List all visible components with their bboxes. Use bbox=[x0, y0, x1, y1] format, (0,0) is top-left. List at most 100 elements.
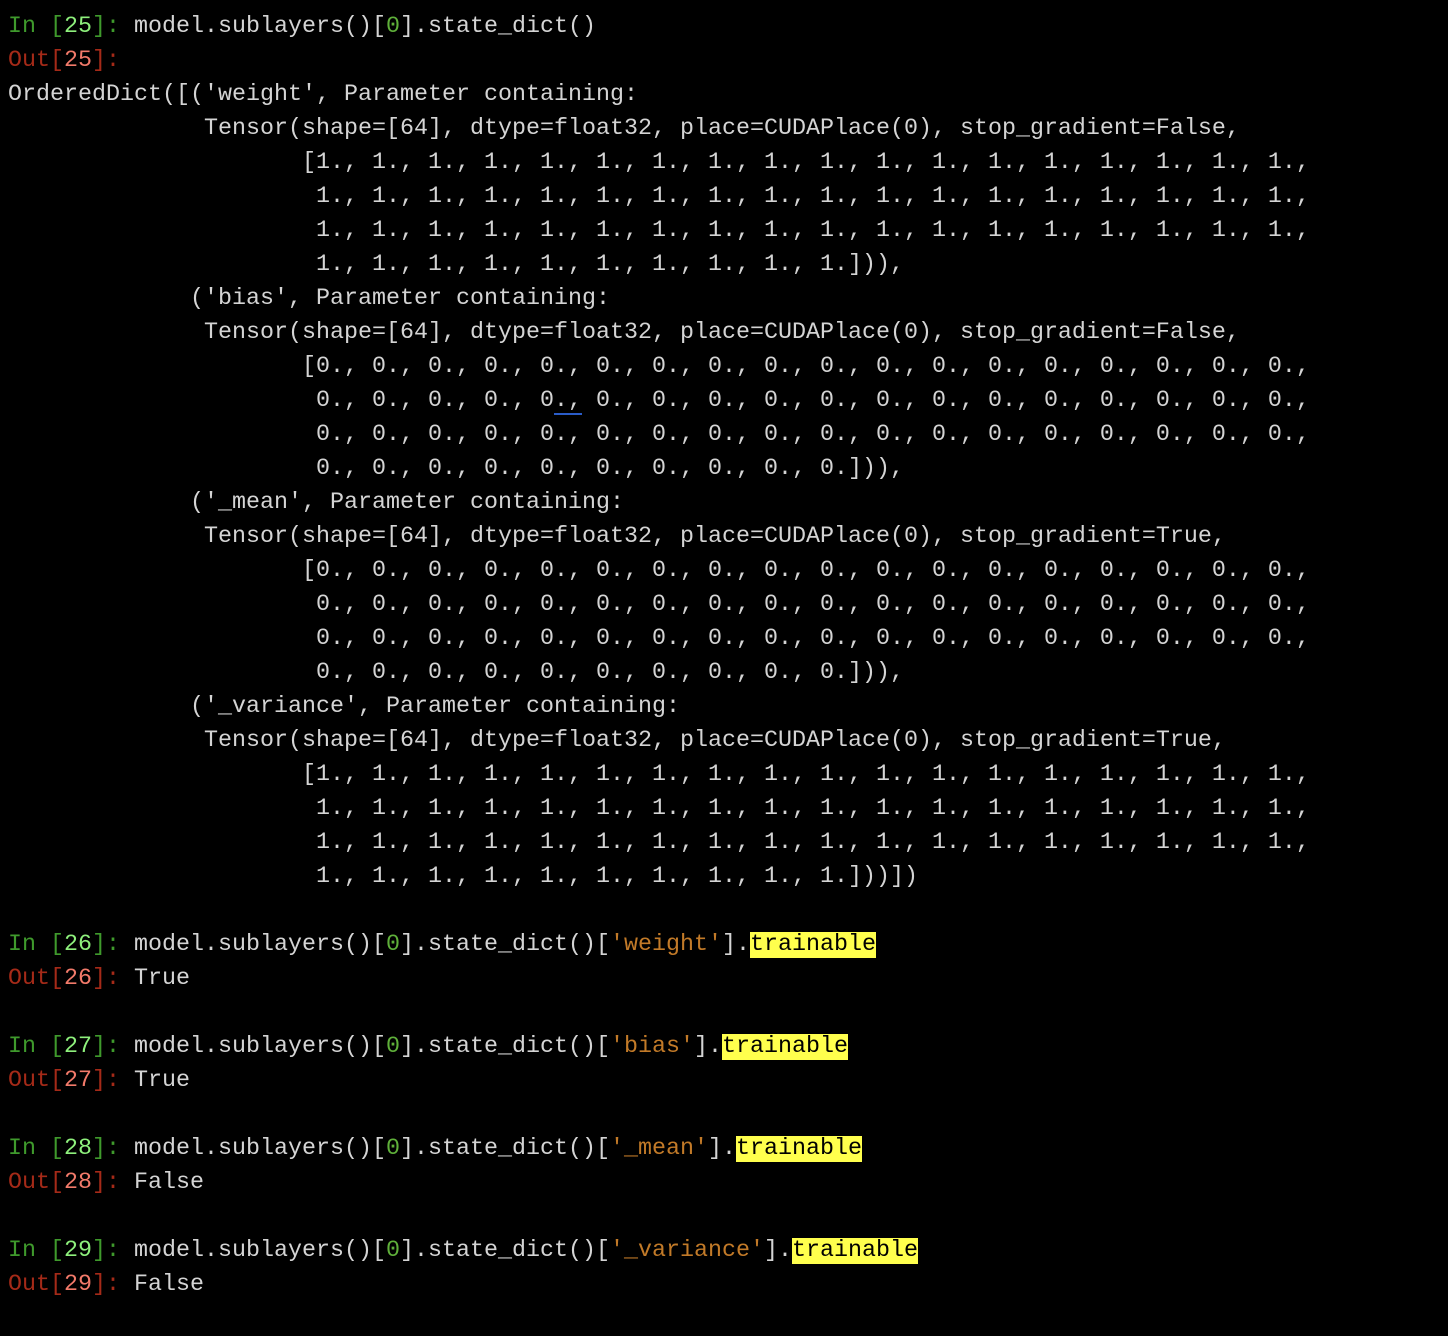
out-prompt: ]: bbox=[92, 48, 134, 74]
blank-line bbox=[8, 1302, 1310, 1336]
output-text-line: ('_mean', Parameter containing: bbox=[8, 490, 624, 516]
code-token-number: 0 bbox=[386, 932, 400, 958]
code-token-plain: ]. bbox=[694, 1034, 722, 1060]
in-prompt-number: 25 bbox=[64, 14, 92, 40]
code-token-plain: ].state_dict()[ bbox=[400, 932, 610, 958]
output-text-line: ('bias', Parameter containing: bbox=[8, 286, 610, 312]
in-prompt-number: 29 bbox=[64, 1238, 92, 1264]
code-token-string: 'bias' bbox=[610, 1034, 694, 1060]
output-text-line: 1., 1., 1., 1., 1., 1., 1., 1., 1., 1.])… bbox=[8, 252, 904, 278]
code-token-number: 0 bbox=[386, 14, 400, 40]
code-token-number: 0 bbox=[386, 1136, 400, 1162]
output-text-line: 1., 1., 1., 1., 1., 1., 1., 1., 1., 1.])… bbox=[8, 864, 918, 890]
out-prompt-number: 27 bbox=[64, 1068, 92, 1094]
out-prompt-number: 29 bbox=[64, 1272, 92, 1298]
in-prompt-number: 28 bbox=[64, 1136, 92, 1162]
code-token-plain: model.sublayers()[ bbox=[134, 1136, 386, 1162]
code-token-plain: ].state_dict() bbox=[400, 14, 596, 40]
out-prompt: Out[ bbox=[8, 1170, 64, 1196]
output-value: True bbox=[134, 1068, 190, 1094]
in-prompt-number: 26 bbox=[64, 932, 92, 958]
output-line: Out[26]: True bbox=[8, 962, 1310, 996]
code-token-plain: ].state_dict()[ bbox=[400, 1238, 610, 1264]
code-token-plain: model.sublayers()[ bbox=[134, 1034, 386, 1060]
input-line: In [26]: model.sublayers()[0].state_dict… bbox=[8, 928, 1310, 962]
output-text-line: [1., 1., 1., 1., 1., 1., 1., 1., 1., 1.,… bbox=[8, 150, 1310, 176]
code-token-plain: ]. bbox=[708, 1136, 736, 1162]
output-text-line: OrderedDict([('weight', Parameter contai… bbox=[8, 82, 638, 108]
out-prompt: ]: bbox=[92, 1272, 134, 1298]
output-text-line: Tensor(shape=[64], dtype=float32, place=… bbox=[8, 116, 1240, 142]
output-text-line: 0., 0., 0., 0., 0., 0., 0., 0., 0., 0.])… bbox=[8, 660, 904, 686]
in-prompt: ]: bbox=[92, 1034, 134, 1060]
code-token-plain: ]. bbox=[764, 1238, 792, 1264]
code-token-plain: ].state_dict()[ bbox=[400, 1136, 610, 1162]
in-prompt: In [ bbox=[8, 1238, 64, 1264]
input-line: In [29]: model.sublayers()[0].state_dict… bbox=[8, 1234, 1310, 1268]
output-line: Out[28]: False bbox=[8, 1166, 1310, 1200]
output-value: False bbox=[134, 1170, 204, 1196]
in-prompt: ]: bbox=[92, 932, 134, 958]
code-token-string: 'weight' bbox=[610, 932, 722, 958]
out-prompt-number: 28 bbox=[64, 1170, 92, 1196]
code-token-string: '_mean' bbox=[610, 1136, 708, 1162]
output-text-line: 1., 1., 1., 1., 1., 1., 1., 1., 1., 1., … bbox=[8, 830, 1310, 856]
in-prompt: In [ bbox=[8, 932, 64, 958]
selection-underline bbox=[554, 413, 582, 415]
out-prompt-number: 26 bbox=[64, 966, 92, 992]
output-text-line: 1., 1., 1., 1., 1., 1., 1., 1., 1., 1., … bbox=[8, 796, 1310, 822]
output-line: Out[27]: True bbox=[8, 1064, 1310, 1098]
output-text-line: 0., 0., 0., 0., 0., 0., 0., 0., 0., 0., … bbox=[8, 626, 1310, 652]
out-prompt: ]: bbox=[92, 1068, 134, 1094]
out-prompt: Out[ bbox=[8, 966, 64, 992]
input-line: In [27]: model.sublayers()[0].state_dict… bbox=[8, 1030, 1310, 1064]
code-token-plain: model.sublayers()[ bbox=[134, 1238, 386, 1264]
code-token-plain: ].state_dict()[ bbox=[400, 1034, 610, 1060]
code-token-plain: model.sublayers()[ bbox=[134, 14, 386, 40]
in-prompt: In [ bbox=[8, 1034, 64, 1060]
out-prompt: Out[ bbox=[8, 1068, 64, 1094]
out-prompt: ]: bbox=[92, 966, 134, 992]
out-prompt-number: 25 bbox=[64, 48, 92, 74]
code-token-number: 0 bbox=[386, 1034, 400, 1060]
output-text-line: Tensor(shape=[64], dtype=float32, place=… bbox=[8, 728, 1226, 754]
code-token-string: '_variance' bbox=[610, 1238, 764, 1264]
blank-line bbox=[8, 894, 1310, 928]
in-prompt: In [ bbox=[8, 14, 64, 40]
output-text-line: 0., 0., 0., 0., 0., 0., 0., 0., 0., 0., … bbox=[8, 592, 1310, 618]
output-value: True bbox=[134, 966, 190, 992]
output-text-line: Tensor(shape=[64], dtype=float32, place=… bbox=[8, 524, 1226, 550]
in-prompt-number: 27 bbox=[64, 1034, 92, 1060]
output-text-line: [1., 1., 1., 1., 1., 1., 1., 1., 1., 1.,… bbox=[8, 762, 1310, 788]
input-line: In [28]: model.sublayers()[0].state_dict… bbox=[8, 1132, 1310, 1166]
output-text-line: 0., 0., 0., 0., 0., 0., 0., 0., 0., 0., … bbox=[8, 422, 1310, 448]
output-text-line: Tensor(shape=[64], dtype=float32, place=… bbox=[8, 320, 1240, 346]
output-line: Out[29]: False bbox=[8, 1268, 1310, 1302]
blank-line bbox=[8, 1098, 1310, 1132]
output-text-line: 0., 0., 0., 0., 0., 0., 0., 0., 0., 0.])… bbox=[8, 456, 904, 482]
output-line: Out[25]: bbox=[8, 44, 1310, 78]
output-text-line: [0., 0., 0., 0., 0., 0., 0., 0., 0., 0.,… bbox=[8, 354, 1310, 380]
output-text-line: 1., 1., 1., 1., 1., 1., 1., 1., 1., 1., … bbox=[8, 218, 1310, 244]
code-token-plain: ]. bbox=[722, 932, 750, 958]
out-prompt: Out[ bbox=[8, 1272, 64, 1298]
output-text-line: [0., 0., 0., 0., 0., 0., 0., 0., 0., 0.,… bbox=[8, 558, 1310, 584]
output-text-line: 0., 0., 0., 0., 0., 0., 0., 0., 0., 0., … bbox=[8, 388, 1310, 414]
code-token-highlight: trainable bbox=[792, 1238, 918, 1264]
in-prompt: ]: bbox=[92, 1238, 134, 1264]
ipython-terminal[interactable]: In [25]: model.sublayers()[0].state_dict… bbox=[8, 10, 1310, 1336]
code-token-number: 0 bbox=[386, 1238, 400, 1264]
in-prompt: In [ bbox=[8, 1136, 64, 1162]
output-value: False bbox=[134, 1272, 204, 1298]
input-line: In [25]: model.sublayers()[0].state_dict… bbox=[8, 10, 1310, 44]
in-prompt: ]: bbox=[92, 1136, 134, 1162]
code-token-highlight: trainable bbox=[750, 932, 876, 958]
code-token-plain: model.sublayers()[ bbox=[134, 932, 386, 958]
out-prompt: Out[ bbox=[8, 48, 64, 74]
blank-line bbox=[8, 1200, 1310, 1234]
output-text-line: 1., 1., 1., 1., 1., 1., 1., 1., 1., 1., … bbox=[8, 184, 1310, 210]
code-token-highlight: trainable bbox=[722, 1034, 848, 1060]
out-prompt: ]: bbox=[92, 1170, 134, 1196]
in-prompt: ]: bbox=[92, 14, 134, 40]
output-text-line: ('_variance', Parameter containing: bbox=[8, 694, 680, 720]
